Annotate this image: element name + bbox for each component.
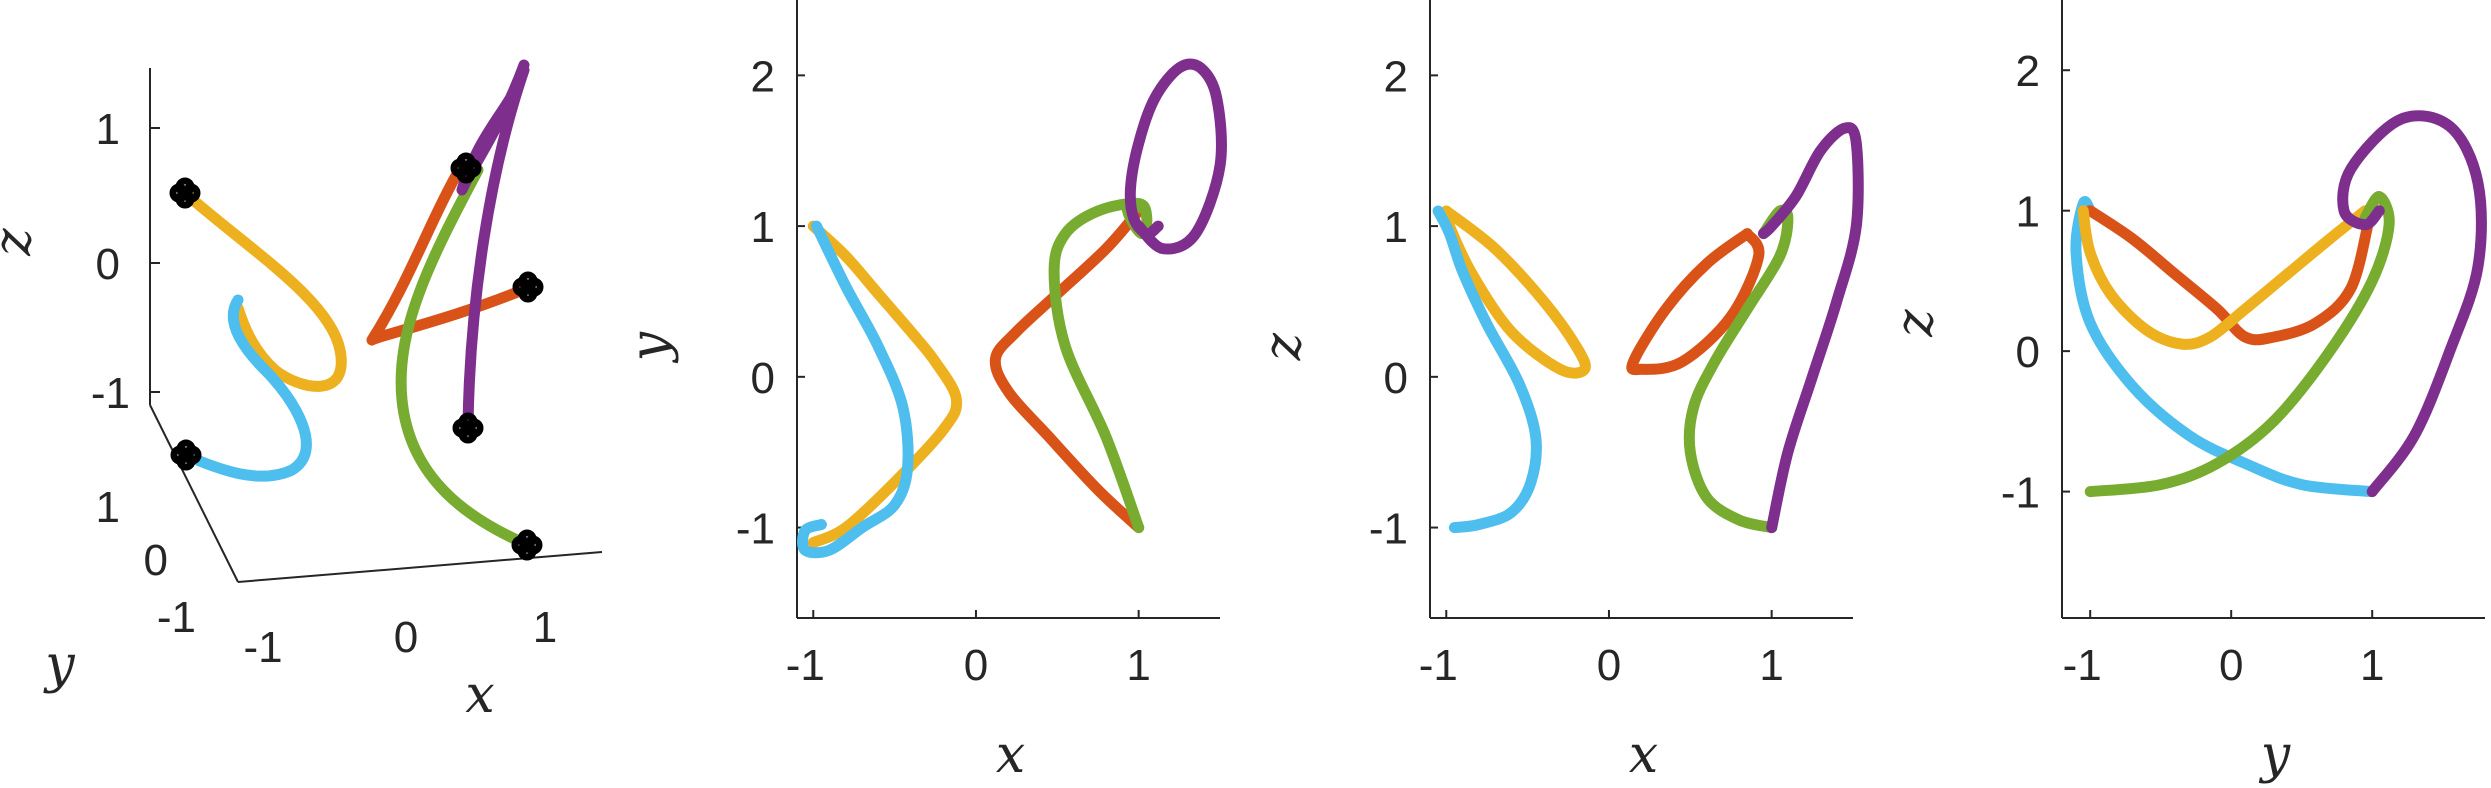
y-tick-label: -1 [736,505,775,554]
y-axis-line [149,404,239,583]
y-tick-label: -1 [1369,505,1408,554]
y-tick-label: 1 [751,203,775,252]
z-tick-label-m1: -1 [91,369,130,418]
x-tick-label: -1 [1419,641,1458,690]
x-tick-label-m1: -1 [243,623,282,672]
z-axis-label: z [0,228,43,257]
series-red [989,205,1145,534]
x-axis-line [237,551,603,583]
series-red [2084,205,2375,346]
x-tick-label: -1 [2063,641,2102,690]
x-tick-label: 1 [1126,641,1150,690]
y-tick-label: 1 [2016,188,2040,237]
series-orange-3d [179,187,347,392]
series-orange [807,220,963,549]
y-tick-label: 2 [1384,52,1408,101]
y-axis-label: z [1253,332,1313,361]
series-purple [1758,122,1864,534]
y-tick-label: 0 [1384,354,1408,403]
y-tick-label: 2 [751,52,775,101]
series-purple-3d [456,59,530,431]
endpoint-marker [170,439,202,471]
y-tick-label-1: 1 [96,483,120,532]
series-blue [1432,205,1542,534]
series-blue [797,220,914,559]
panel-xz-projection: -1 0 1 -1 0 1 2 x z [1253,0,1864,785]
x-tick-label: 1 [2360,641,2384,690]
x-axis-label: y [2259,725,2291,785]
series-green-3d [395,164,534,551]
x-tick-label-1: 1 [533,603,557,652]
panel-yz-projection: -1 0 1 -1 0 1 2 y z [1885,0,2487,785]
x-tick-label: 1 [1759,641,1783,690]
y-tick-label-m1: -1 [157,593,196,642]
y-tick-label: -1 [2001,469,2040,518]
y-tick-label: 0 [751,354,775,403]
panel-xy-projection: -1 0 1 -1 0 1 2 x y [620,0,1227,785]
x-tick-label-0: 0 [394,613,418,662]
x-tick-label: -1 [786,641,825,690]
y-tick-label-0: 0 [144,536,168,585]
x-axis-label: x [1629,725,1658,785]
series-orange [1440,205,1591,379]
panel-3d: 1 0 -1 1 0 -1 -1 0 1 z y x [0,59,603,725]
series-purple [2337,110,2487,498]
y-tick-label: 2 [2016,47,2040,96]
series-red [1626,228,1765,376]
series-green [2084,191,2395,498]
series-purple [1124,58,1227,255]
y-axis-label: y [43,635,75,695]
x-tick-label: 0 [1597,641,1621,690]
y-tick-label: 0 [2016,328,2040,377]
x-tick-label: 0 [2219,641,2243,690]
x-axis-label: x [465,665,494,725]
endpoint-marker [452,412,484,444]
endpoint-marker [511,529,543,561]
endpoint-marker [450,152,482,184]
z-tick-label-1: 1 [96,105,120,154]
series-red-3d [366,159,536,346]
x-axis-label: x [996,725,1025,785]
series-green [1683,204,1794,534]
series-blue-3d [179,294,312,482]
x-tick-label: 0 [964,641,988,690]
z-tick-label-0: 0 [96,240,120,289]
series-orange [2077,205,2371,350]
y-axis-label: z [1885,309,1945,338]
endpoint-marker [169,177,201,209]
y-axis-label: y [620,331,680,363]
y-tick-label: 1 [1384,203,1408,252]
endpoint-marker [512,271,544,303]
